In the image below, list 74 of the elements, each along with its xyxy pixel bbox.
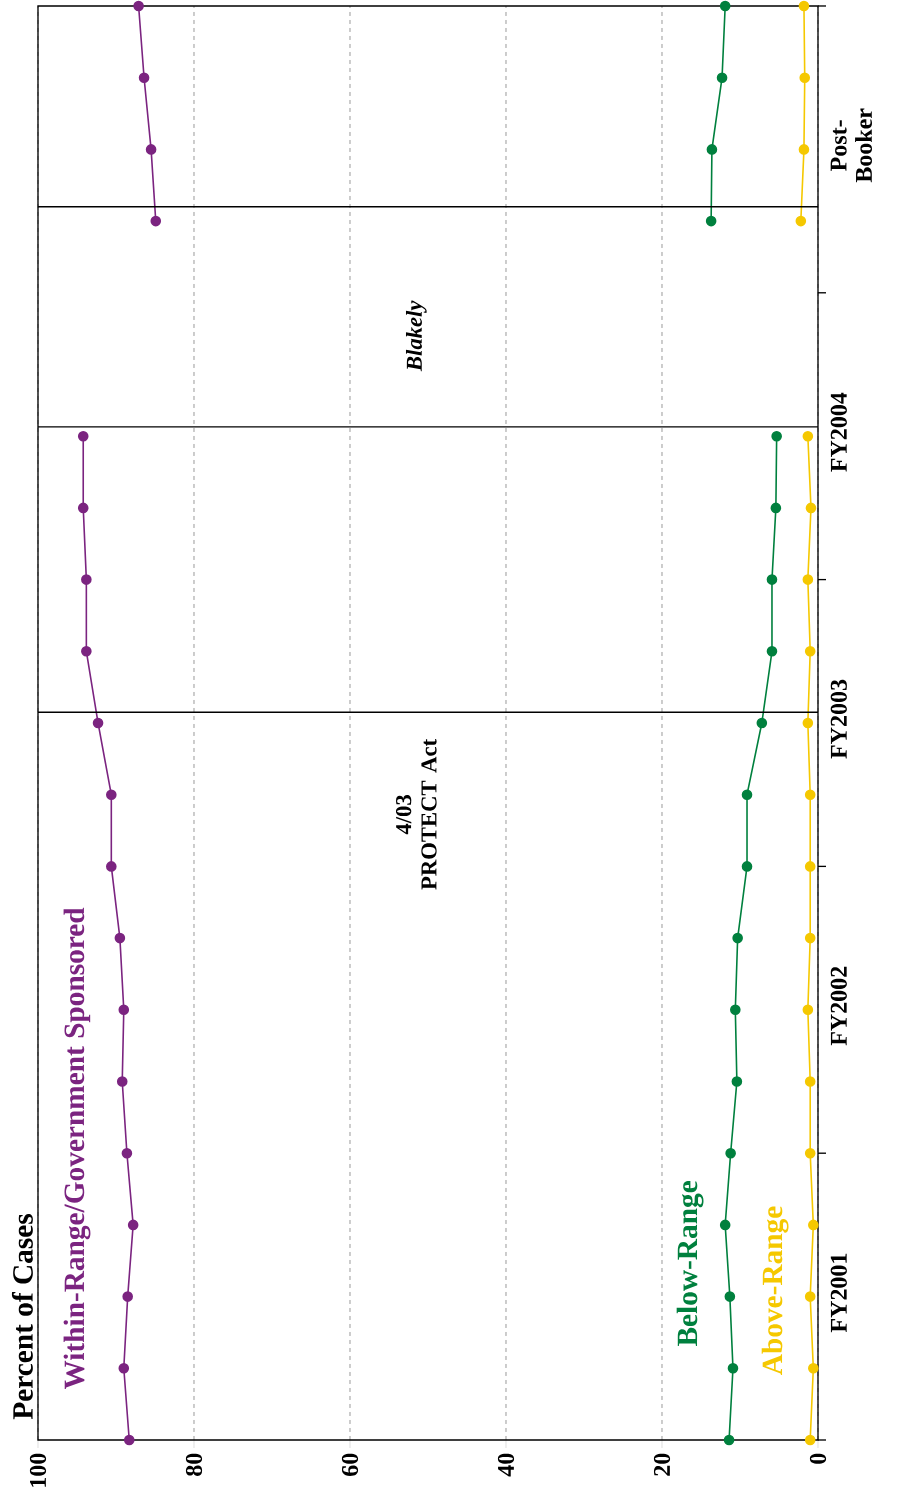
text: Above-Range (761, 1206, 789, 1375)
x-tick-label: 100 (29, 1453, 47, 1487)
point (705, 215, 717, 227)
point (114, 932, 126, 944)
point (808, 1219, 819, 1231)
x-tick-label: 60 (341, 1453, 359, 1476)
point (802, 1004, 814, 1016)
point (106, 789, 117, 800)
point (727, 1363, 739, 1374)
y-tick-label: FY2001 (830, 1253, 847, 1333)
x-tick-label: 80 (185, 1453, 203, 1476)
point (731, 1076, 743, 1087)
point (804, 645, 816, 657)
x-tick-label: 40 (497, 1453, 515, 1477)
point (106, 861, 117, 872)
point (741, 861, 753, 872)
point (804, 789, 816, 800)
point (802, 717, 814, 729)
y-tick-label: Post-Booker (830, 108, 872, 183)
point (77, 430, 89, 442)
point (804, 1291, 816, 1302)
point (805, 502, 817, 514)
point (77, 502, 89, 514)
point (771, 430, 782, 442)
point (804, 1147, 816, 1159)
point (798, 144, 810, 155)
point (150, 215, 162, 227)
text: Within-Range/Government Sponsored (63, 907, 91, 1390)
point (122, 1291, 133, 1302)
point (756, 717, 768, 729)
point (724, 1291, 736, 1302)
point (799, 72, 811, 83)
y-tick-label: FY2003 (830, 679, 847, 759)
point (716, 72, 728, 83)
point (81, 574, 92, 585)
point (133, 0, 144, 12)
point (802, 574, 814, 585)
point (808, 1363, 819, 1374)
x-tick-label: 20 (653, 1453, 671, 1476)
point (730, 1004, 741, 1016)
point (127, 1219, 139, 1231)
point (802, 430, 814, 442)
point (145, 144, 157, 155)
point (81, 645, 92, 657)
y-tick-label: FY2002 (830, 966, 847, 1046)
point (798, 0, 810, 12)
point (804, 1076, 816, 1087)
point (766, 574, 778, 585)
point (123, 1434, 135, 1446)
point (719, 0, 731, 12)
y-tick-label: FY2004 (830, 392, 847, 472)
point (118, 1363, 130, 1374)
point (116, 1076, 128, 1087)
point (723, 1434, 735, 1446)
point (795, 215, 807, 227)
point (804, 861, 816, 872)
point (770, 502, 782, 514)
annotation: 4/03 PROTECT Act (395, 739, 437, 890)
point (804, 1434, 816, 1446)
point (118, 1004, 130, 1016)
point (138, 72, 150, 83)
annotation: Blakely (405, 300, 427, 372)
point (804, 932, 816, 944)
point (706, 144, 718, 155)
point (92, 717, 104, 729)
x-tick-label: 0 (809, 1453, 827, 1464)
point (719, 1219, 731, 1231)
point (766, 645, 778, 657)
point (121, 1147, 133, 1159)
point (725, 1147, 736, 1159)
point (732, 932, 743, 944)
text: Below-Range (676, 1181, 704, 1347)
point (741, 789, 753, 800)
y-axis-title: Percent of Cases (11, 1214, 33, 1420)
